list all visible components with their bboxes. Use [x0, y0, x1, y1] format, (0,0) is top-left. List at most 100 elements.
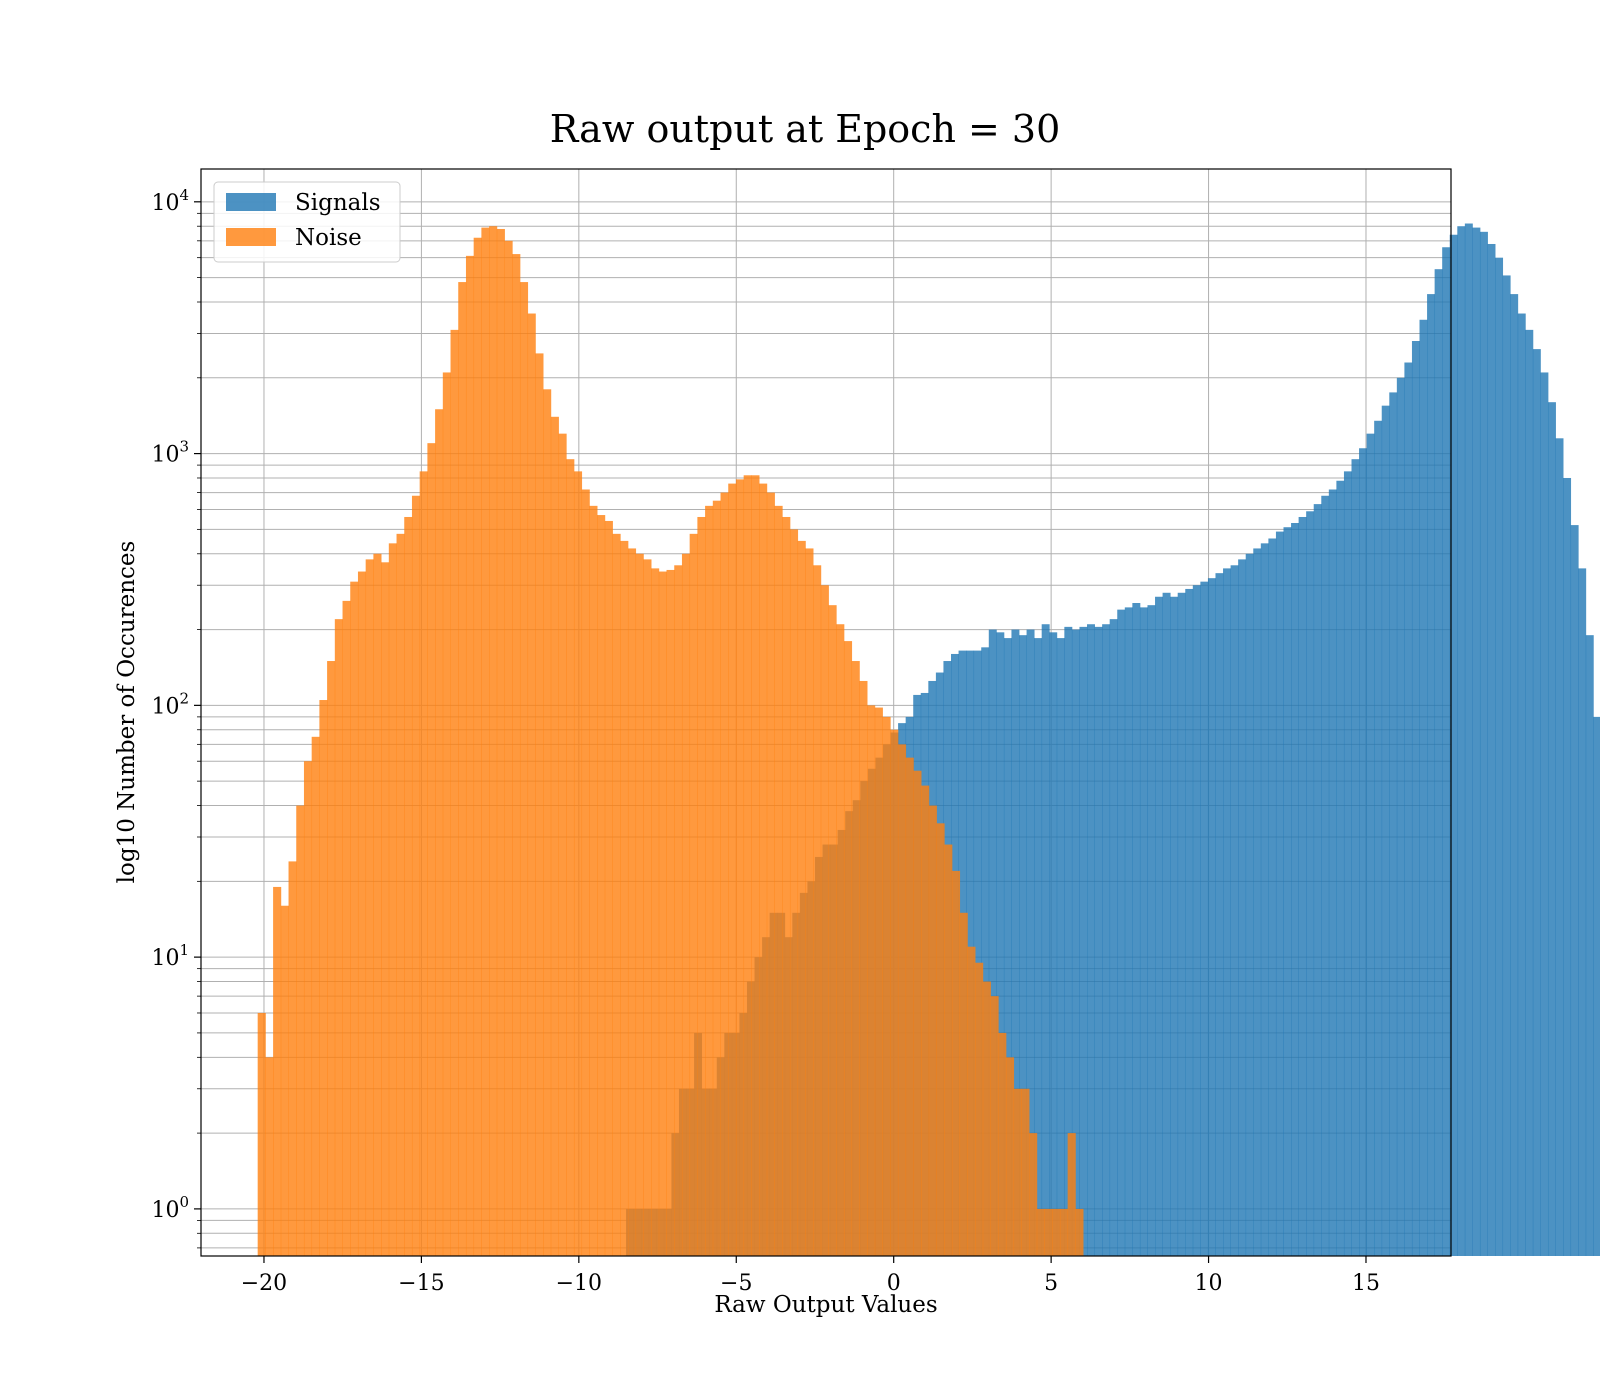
noise-bar-44: [597, 515, 606, 1256]
signals-bar-97: [1359, 448, 1368, 1256]
noise-bar-31: [496, 228, 505, 1257]
noise-bar-50: [643, 559, 652, 1256]
noise-bar-62: [735, 479, 745, 1256]
signals-bar-102: [1396, 377, 1405, 1256]
noise-bar-21: [419, 471, 428, 1256]
chart-title: Raw output at Epoch = 30: [550, 107, 1061, 151]
signals-bar-46: [973, 650, 982, 1256]
signals-bar-127: [1585, 635, 1594, 1256]
noise-bar-71: [805, 548, 814, 1256]
noise-bar-99: [1021, 1088, 1030, 1256]
noise-bar-32: [504, 240, 513, 1256]
signals-bar-49: [996, 632, 1005, 1256]
signals-bar-69: [1147, 605, 1156, 1256]
noise-bar-42: [581, 489, 590, 1256]
signals-bar-64: [1109, 619, 1118, 1256]
signals-bar-62: [1094, 626, 1103, 1256]
signals-bar-117: [1510, 294, 1519, 1257]
signals-bar-85: [1268, 538, 1277, 1256]
signals-bar-100: [1381, 405, 1390, 1256]
noise-bar-9: [327, 661, 336, 1256]
noise-bar-88: [936, 823, 945, 1256]
noise-bar-104: [1059, 1208, 1069, 1256]
x-tick-label-1: −15: [398, 1271, 444, 1296]
signals-bar-67: [1132, 603, 1141, 1256]
signals-bar-63: [1102, 624, 1111, 1256]
noise-bar-47: [620, 540, 629, 1256]
signals-bar-115: [1495, 257, 1504, 1256]
y-tick-label-3: 103: [151, 438, 189, 468]
signals-bar-58: [1064, 626, 1073, 1256]
noise-bar-69: [789, 529, 799, 1256]
noise-bar-6: [303, 761, 313, 1256]
noise-bar-90: [951, 870, 961, 1256]
noise-bar-28: [473, 237, 482, 1257]
noise-bar-18: [396, 533, 405, 1256]
signals-bar-101: [1389, 392, 1398, 1256]
signals-bar-89: [1298, 516, 1307, 1256]
noise-bar-25: [450, 329, 459, 1256]
signals-bar-112: [1472, 227, 1481, 1257]
signals-bar-95: [1343, 471, 1352, 1256]
signals-bar-107: [1434, 269, 1443, 1256]
signals-bar-111: [1464, 223, 1473, 1256]
noise-bar-48: [627, 548, 637, 1256]
noise-bar-14: [365, 559, 374, 1256]
signals-bar-96: [1351, 459, 1360, 1256]
signals-bar-99: [1374, 420, 1383, 1256]
noise-bar-34: [519, 282, 529, 1256]
noise-bar-92: [967, 946, 976, 1256]
noise-bar-93: [975, 962, 984, 1256]
signals-bar-122: [1547, 402, 1556, 1256]
signals-bar-55: [1041, 624, 1050, 1256]
signals-bar-57: [1056, 638, 1065, 1256]
noise-bar-30: [489, 226, 498, 1257]
signals-bar-118: [1517, 313, 1526, 1256]
noise-bar-63: [743, 475, 752, 1256]
signals-bar-71: [1162, 592, 1171, 1256]
noise-bar-33: [512, 254, 521, 1256]
noise-bar-22: [427, 443, 436, 1256]
signals-bar-79: [1223, 568, 1231, 1256]
noise-bar-85: [913, 770, 922, 1256]
y-tick-label-2: 102: [151, 689, 189, 719]
noise-bar-84: [905, 757, 914, 1256]
y-tick-label-4: 104: [151, 186, 189, 216]
noise-bar-26: [458, 282, 467, 1256]
noise-bar-37: [543, 389, 552, 1256]
signals-bar-80: [1230, 565, 1239, 1256]
noise-bar-11: [342, 600, 351, 1256]
signals-bar-77: [1207, 578, 1216, 1256]
x-axis-label: Raw Output Values: [714, 1292, 937, 1318]
signals-bar-90: [1306, 511, 1315, 1256]
signals-bar-84: [1260, 543, 1269, 1256]
signals-bar-56: [1049, 632, 1058, 1256]
noise-bar-59: [712, 500, 721, 1256]
noise-bar-1: [265, 1057, 274, 1256]
noise-bar-53: [666, 569, 675, 1256]
noise-bar-12: [350, 581, 359, 1256]
noise-bar-60: [720, 492, 729, 1257]
noise-bar-102: [1044, 1208, 1053, 1256]
noise-bar-17: [388, 543, 397, 1256]
y-axis-ticks: 100 101 102 103 104: [151, 186, 201, 1249]
legend-label-signals: Signals: [295, 190, 381, 216]
noise-bar-15: [373, 553, 382, 1256]
signals-bar-53: [1026, 629, 1035, 1256]
noise-bar-0: [257, 1012, 266, 1256]
noise-bar-51: [651, 568, 660, 1256]
noise-bar-94: [982, 981, 991, 1256]
noise-bar-55: [681, 553, 691, 1256]
noise-bar-49: [635, 553, 644, 1256]
signals-bar-93: [1328, 489, 1337, 1256]
noise-bar-38: [550, 416, 559, 1256]
y-tick-label-1: 101: [151, 941, 189, 971]
signals-bar-113: [1479, 231, 1488, 1256]
plot-frame: [200, 168, 1452, 1257]
signals-bar-54: [1034, 638, 1043, 1256]
noise-bar-20: [411, 495, 421, 1256]
legend: Signals Noise: [213, 181, 401, 263]
signals-bar-106: [1427, 294, 1436, 1257]
noise-bar-79: [867, 705, 876, 1256]
